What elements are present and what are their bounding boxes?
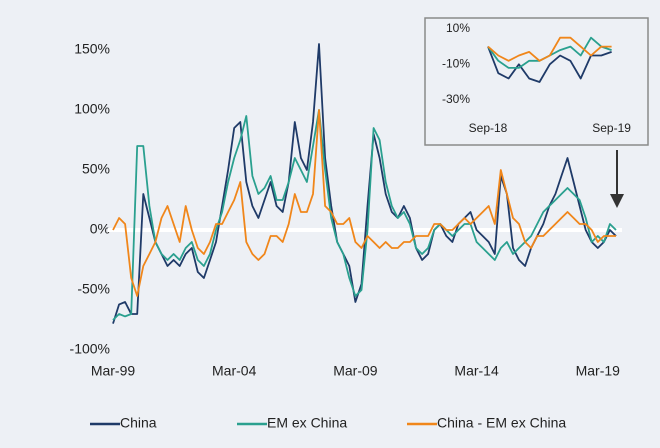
x-tick-label: Mar-19	[576, 363, 621, 379]
y-tick-label: 10%	[446, 21, 470, 35]
y-tick-label: 150%	[74, 41, 110, 57]
series-line	[112, 109, 616, 297]
y-tick-label: 0%	[90, 221, 110, 237]
y-tick-label: -50%	[77, 281, 110, 297]
series-line	[487, 36, 612, 62]
arrow-head	[610, 194, 624, 208]
series-line	[112, 109, 617, 321]
y-tick-label: 50%	[82, 161, 110, 177]
x-tick-label: Sep-19	[592, 121, 631, 135]
y-tick-label: 100%	[74, 101, 110, 117]
inset-chart: -30% -10% 10% Sep-18 Sep-19	[442, 21, 631, 135]
x-tick-label: Mar-04	[212, 363, 257, 379]
x-tick-label: Mar-99	[91, 363, 136, 379]
legend-label: China - EM ex China	[437, 415, 566, 431]
x-tick-label: Sep-18	[469, 121, 508, 135]
y-tick-label: -10%	[442, 56, 470, 70]
y-tick-label: -30%	[442, 92, 470, 106]
y-tick-label: -100%	[70, 341, 110, 357]
main-chart: -100% -50% 0% 50% 100% 150% Mar-99 Mar-04 Mar-09…	[70, 41, 622, 379]
legend-label: EM ex China	[267, 415, 347, 431]
x-tick-label: Mar-09	[333, 363, 378, 379]
x-tick-label: Mar-14	[454, 363, 499, 379]
legend-label: China	[120, 415, 157, 431]
